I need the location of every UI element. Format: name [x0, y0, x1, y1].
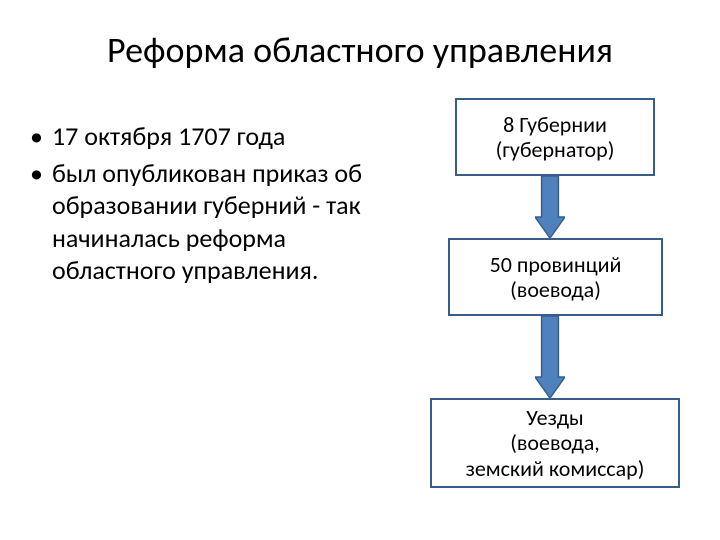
- box-line: (воевода,: [510, 430, 600, 455]
- box-line: 8 Губернии: [503, 112, 607, 137]
- slide-title: Реформа областного управления: [0, 28, 720, 72]
- box-line: 50 провинций: [490, 252, 622, 277]
- slide: Реформа областного управления 17 октября…: [0, 0, 720, 540]
- down-arrow-icon: [535, 176, 565, 238]
- box-line: земский комиссар): [466, 456, 645, 481]
- box-line: Уезды: [526, 405, 583, 430]
- box-line: (воевода): [510, 277, 601, 302]
- hierarchy-box-gubernii: 8 Губернии (губернатор): [455, 98, 655, 176]
- box-line: (губернатор): [496, 137, 615, 162]
- down-arrow-icon: [535, 316, 565, 398]
- hierarchy-box-uezdy: Уезды (воевода, земский комиссар): [430, 398, 680, 488]
- bullet-item: 17 октября 1707 года: [30, 120, 410, 153]
- bullet-item: был опубликован приказ об образовании гу…: [30, 157, 410, 287]
- hierarchy-box-provintsii: 50 провинций (воевода): [448, 238, 663, 316]
- arrow-shape: [535, 316, 565, 398]
- bullet-list: 17 октября 1707 года был опубликован при…: [30, 120, 410, 291]
- arrow-shape: [535, 176, 565, 238]
